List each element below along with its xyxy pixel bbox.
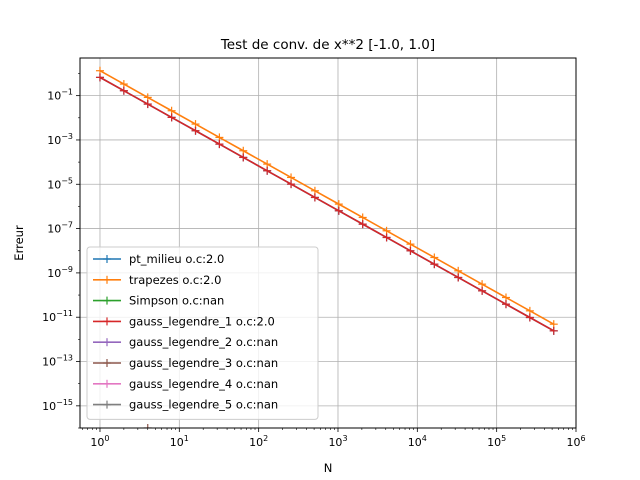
legend-entry-label: pt_milieu o.c:2.0 xyxy=(129,252,224,266)
series-1-point xyxy=(358,213,367,222)
series-line-3 xyxy=(99,76,555,332)
ticks: 100 101 102 103 104 105 106 10−15 10−13 10−11 10−9… xyxy=(42,73,586,449)
series-3-point xyxy=(454,273,463,282)
legend-box xyxy=(86,246,319,420)
series-1-point xyxy=(310,186,319,195)
legend-marker xyxy=(103,338,111,347)
legend-entry-label: gauss_legendre_4 o.c:nan xyxy=(129,377,278,391)
series-3-point xyxy=(215,140,224,149)
y-tick-label: 10−9 xyxy=(47,265,73,280)
x-tick-label: 101 xyxy=(170,434,189,449)
series-line-1 xyxy=(99,70,555,325)
x-tick-label: 105 xyxy=(487,434,506,449)
series-3-point xyxy=(478,286,487,295)
y-tick-label: 10−5 xyxy=(47,176,73,191)
legend-marker xyxy=(103,275,111,284)
series-3-point xyxy=(119,86,128,95)
series-1-point xyxy=(525,306,534,315)
y-tick-label: 10−3 xyxy=(47,132,73,147)
legend-marker xyxy=(103,400,111,409)
legend-marker xyxy=(103,255,111,263)
series-5-point xyxy=(143,424,152,428)
legend-entry-label: gauss_legendre_2 o.c:nan xyxy=(129,335,278,349)
series-1-point xyxy=(382,226,391,235)
series-3-point xyxy=(358,220,367,229)
y-axis-label: Erreur xyxy=(12,225,26,261)
series-1-point xyxy=(239,146,248,155)
series-1-point xyxy=(287,173,296,182)
series-1-point xyxy=(191,120,200,129)
x-tick-label: 102 xyxy=(249,434,268,449)
series-3-point xyxy=(287,180,296,189)
series-3-point xyxy=(263,166,272,175)
series-3-point xyxy=(143,100,152,109)
legend-entry-label: gauss_legendre_3 o.c:nan xyxy=(129,356,278,370)
series-3-point xyxy=(191,126,200,135)
series-1-point xyxy=(430,253,439,262)
series-3-point xyxy=(167,113,176,122)
series-3-point xyxy=(549,326,558,335)
chart-title: Test de conv. de x**2 [-1.0, 1.0] xyxy=(220,37,435,53)
legend-marker xyxy=(103,359,111,367)
x-tick-label: 104 xyxy=(408,434,427,449)
series-3-point xyxy=(334,206,343,215)
series-3-point xyxy=(382,233,391,242)
legend-entry-label: gauss_legendre_1 o.c:2.0 xyxy=(129,314,275,328)
x-axis-label: N xyxy=(324,461,333,475)
legend-marker xyxy=(103,296,111,305)
series-1-point xyxy=(119,80,128,89)
series-3-point xyxy=(430,260,439,269)
series-3-point xyxy=(501,300,510,309)
legend-marker xyxy=(103,379,111,388)
series-1-point xyxy=(143,93,152,102)
axes-frame xyxy=(79,57,577,429)
series-1-point xyxy=(454,266,463,275)
x-tick-label: 100 xyxy=(90,434,109,449)
legend-marker xyxy=(103,317,111,326)
legend: pt_milieu o.c:2.0 trapezes o.c:2.0 Simpson… xyxy=(86,246,319,420)
series-1-point xyxy=(501,293,510,302)
series-1-point xyxy=(406,240,415,249)
series-1-point xyxy=(215,133,224,142)
series-1-point xyxy=(263,160,272,169)
series-1-point xyxy=(549,320,558,329)
series-1-point xyxy=(478,280,487,289)
y-tick-label: 10−15 xyxy=(42,398,73,413)
x-tick-label: 103 xyxy=(328,434,347,449)
series-3-point xyxy=(406,246,415,255)
series-3-point xyxy=(239,153,248,162)
y-tick-label: 10−13 xyxy=(42,354,73,369)
series-3-point xyxy=(525,313,534,322)
legend-entry-label: Simpson o.c:nan xyxy=(129,294,224,308)
x-tick-label: 106 xyxy=(566,434,585,449)
series-3-point xyxy=(95,73,104,82)
series-1-point xyxy=(334,200,343,209)
legend-entry-label: trapezes o.c:2.0 xyxy=(129,273,221,287)
y-tick-label: 10−11 xyxy=(42,309,73,324)
legend-entry-label: gauss_legendre_5 o.c:nan xyxy=(129,398,278,412)
series-layer xyxy=(95,66,558,428)
series-3-point xyxy=(310,193,319,202)
plot-area xyxy=(95,66,558,428)
y-tick-label: 10−7 xyxy=(47,221,73,236)
y-tick-label: 10−1 xyxy=(47,88,73,103)
